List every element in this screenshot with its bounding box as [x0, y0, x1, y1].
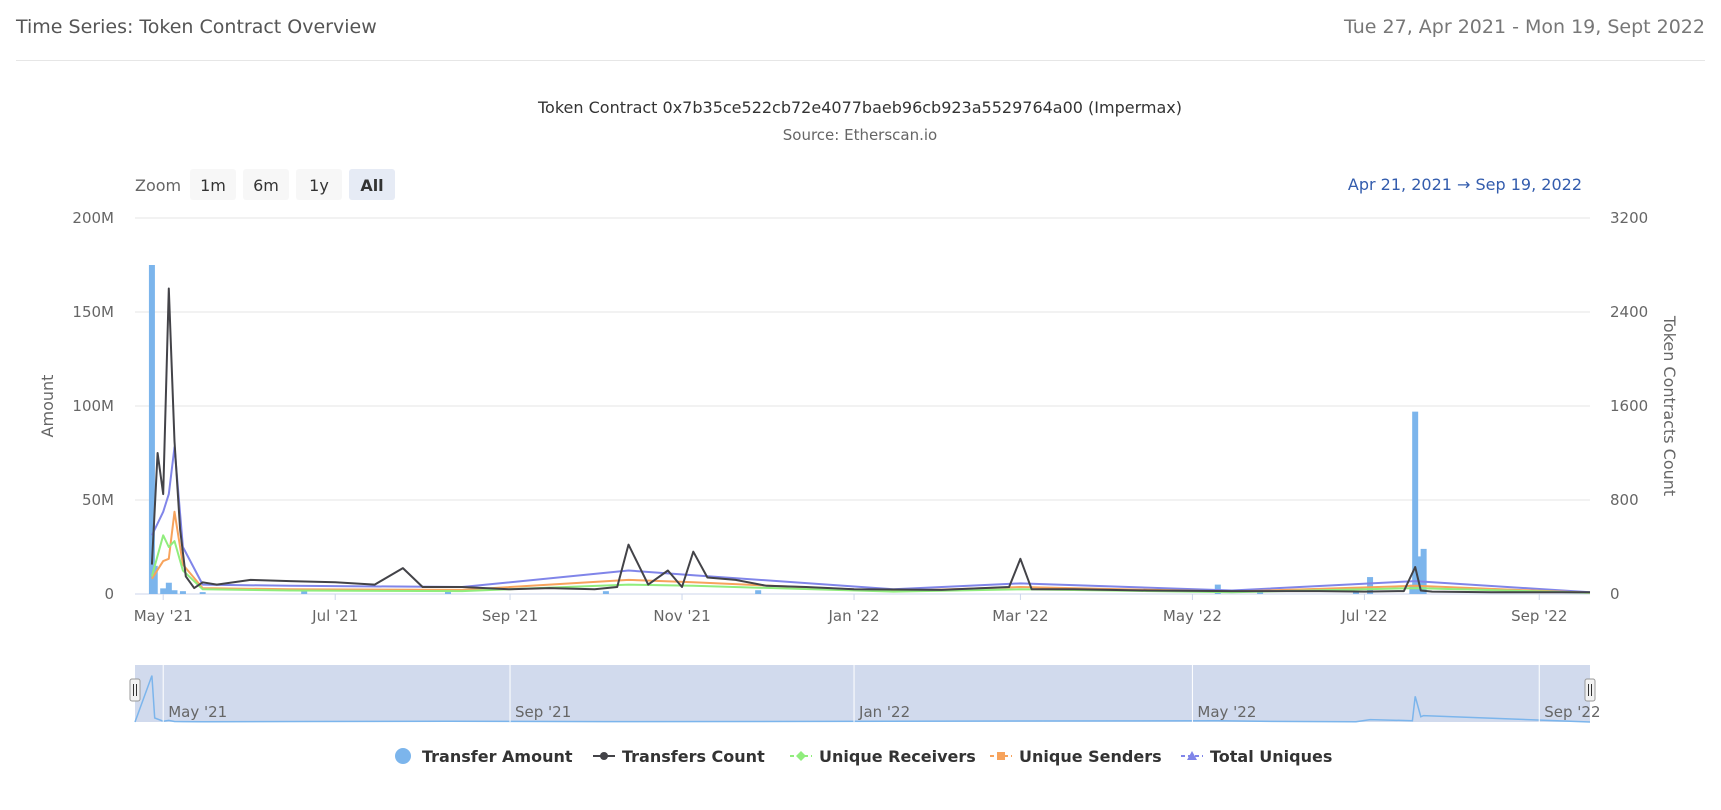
y-right-tick-label: 0 [1610, 585, 1620, 603]
navigator-left-handle[interactable] [129, 678, 141, 702]
transfer-amount-bar [1412, 411, 1419, 594]
zoom-button-label[interactable]: All [360, 176, 383, 195]
legend-diamond-marker-icon [796, 751, 806, 761]
navigator-series-line [134, 675, 1591, 723]
x-tick-label: Jan '22 [827, 607, 879, 625]
x-tick-label: Mar '22 [992, 607, 1048, 625]
legend-circle-marker-icon [600, 752, 608, 760]
x-tick-label: Jul '22 [1340, 607, 1387, 625]
y-left-tick-label: 200M [72, 209, 114, 227]
navigator-tick-label: May '21 [168, 703, 227, 721]
y-left-axis-title: Amount [38, 375, 57, 438]
y-left-tick-label: 0 [104, 585, 114, 603]
transfer-amount-bar [179, 591, 186, 594]
header-bar: Time Series: Token Contract Overview Tue… [16, 0, 1705, 61]
zoom-label: Zoom [135, 176, 181, 195]
zoom-button-1m[interactable] [190, 169, 236, 200]
chart-subtitle: Source: Etherscan.io [783, 126, 937, 144]
transfer-amount-bar [151, 565, 158, 594]
navigator-tick-label: Sep '22 [1544, 703, 1600, 721]
zoom-button-All[interactable] [349, 169, 395, 200]
date-range-label: Tue 27, Apr 2021 - Mon 19, Sept 2022 [1344, 16, 1705, 38]
zoom-button-1y[interactable] [296, 169, 342, 200]
transfer-amount-bar [301, 590, 308, 594]
y-right-tick-label: 1600 [1610, 397, 1648, 415]
transfer-amount-bar [171, 590, 178, 594]
total-uniques-line [150, 446, 1591, 594]
transfer-amount-bar [165, 582, 172, 594]
x-tick-label: May '22 [1163, 607, 1222, 625]
legend-circle-icon [395, 748, 411, 764]
legend-triangle-marker-icon [1187, 751, 1197, 760]
y-right-tick-label: 3200 [1610, 209, 1648, 227]
zoom-button-label[interactable]: 1m [200, 176, 226, 195]
y-left-tick-label: 100M [72, 397, 114, 415]
navigator-window[interactable] [135, 665, 1590, 722]
x-tick-label: Sep '21 [482, 607, 538, 625]
legend-total-uniques[interactable]: Total Uniques [1210, 747, 1332, 766]
transfer-amount-bar [148, 265, 155, 594]
transfer-amount-bar [602, 591, 609, 594]
navigator-tick-label: Sep '21 [515, 703, 571, 721]
x-tick-label: Nov '21 [653, 607, 710, 625]
zoom-button-label[interactable]: 1y [309, 176, 329, 195]
legend-transfers-count[interactable]: Transfers Count [622, 747, 765, 766]
transfer-amount-bar [199, 592, 206, 594]
transfer-amount-bar [755, 590, 762, 594]
zoom-button-label[interactable]: 6m [253, 176, 279, 195]
legend-transfer-amount[interactable]: Transfer Amount [422, 747, 573, 766]
navigator-tick-label: May '22 [1197, 703, 1256, 721]
x-tick-label: Sep '22 [1511, 607, 1567, 625]
y-left-tick-label: 50M [82, 491, 114, 509]
y-right-tick-label: 800 [1610, 491, 1639, 509]
transfers-count-line [150, 287, 1590, 594]
chart-title: Token Contract 0x7b35ce522cb72e4077baeb9… [537, 98, 1182, 117]
legend-unique-receivers[interactable]: Unique Receivers [819, 747, 976, 766]
transfer-amount-bar [1420, 548, 1427, 594]
page-title: Time Series: Token Contract Overview [16, 16, 377, 38]
navigator-tick-label: Jan '22 [858, 703, 910, 721]
x-tick-label: May '21 [134, 607, 193, 625]
legend-square-marker-icon [997, 752, 1005, 760]
y-left-tick-label: 150M [72, 303, 114, 321]
transfer-amount-bar [160, 588, 167, 594]
zoom-button-6m[interactable] [243, 169, 289, 200]
y-right-tick-label: 2400 [1610, 303, 1648, 321]
navigator-right-handle[interactable] [1584, 678, 1596, 702]
transfer-amount-bar [1367, 577, 1374, 594]
transfer-amount-bar [1352, 592, 1359, 594]
x-tick-label: Jul '21 [311, 607, 358, 625]
range-date-display[interactable]: Apr 21, 2021 → Sep 19, 2022 [1348, 175, 1582, 194]
unique-senders-line [151, 510, 1591, 594]
y-right-axis-title: Token Contracts Count [1660, 315, 1679, 496]
legend-unique-senders[interactable]: Unique Senders [1019, 747, 1162, 766]
